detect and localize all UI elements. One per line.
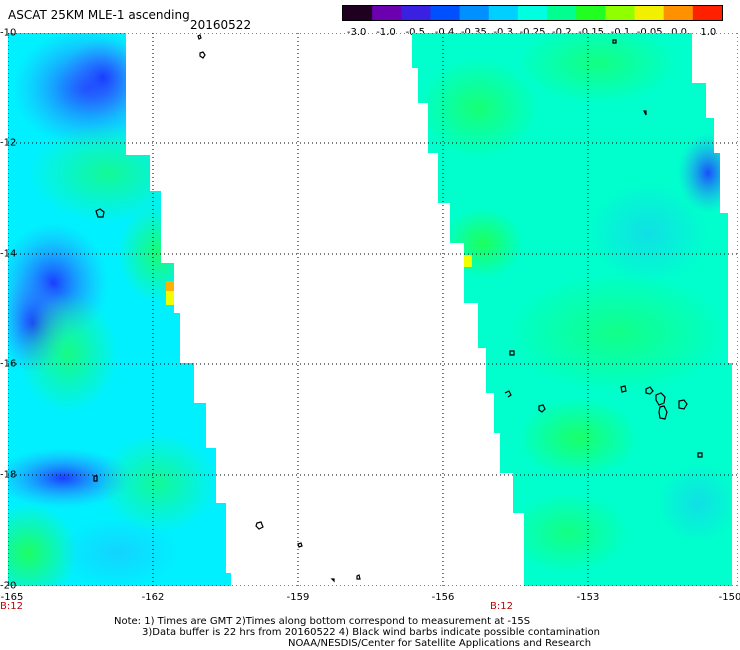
lat-tick-label: -12 xyxy=(0,137,17,149)
colorbar-label: -1.0 xyxy=(376,27,396,38)
island-outlines xyxy=(93,34,703,583)
lat-tick-label: -10 xyxy=(0,27,17,39)
colorbar-segment xyxy=(459,6,490,20)
colorbar-segment xyxy=(576,6,606,20)
colorbar-segment xyxy=(605,6,636,20)
colorbar-label: -0.35 xyxy=(460,27,487,38)
lat-tick-label: -18 xyxy=(0,469,17,481)
colorbar-segment xyxy=(663,6,694,20)
colorbar-segment xyxy=(692,6,722,20)
right-swath xyxy=(412,33,732,586)
lon-tick-label: -162 xyxy=(141,592,165,603)
map-plot xyxy=(8,33,738,586)
time-label-left: B:12 xyxy=(0,601,23,612)
note-line-3: NOAA/NESDIS/Center for Satellite Applica… xyxy=(288,638,592,649)
lon-tick-label: -150 xyxy=(718,592,740,603)
lon-tick-label: -153 xyxy=(576,592,600,603)
colorbar-segment xyxy=(488,6,519,20)
colorbar-segment xyxy=(372,6,402,20)
left-swath xyxy=(8,33,231,586)
colorbar-label: -0.15 xyxy=(578,27,605,38)
lat-tick-label: -14 xyxy=(0,248,17,260)
colorbar-segment xyxy=(517,6,548,20)
colorbar-label: 0.0 xyxy=(671,27,687,38)
colorbar-segment xyxy=(547,6,577,20)
lat-tick-label: -16 xyxy=(0,358,17,370)
note-line-1: Note: 1) Times are GMT 2)Times along bot… xyxy=(114,616,531,627)
time-label-right: B:12 xyxy=(490,601,513,612)
note-line-2: 3)Data buffer is 22 hrs from 20160522 4)… xyxy=(142,627,600,638)
colorbar-segment xyxy=(634,6,665,20)
colorbar-segment xyxy=(430,6,461,20)
grid-lines xyxy=(8,33,738,586)
colorbar-label: -0.05 xyxy=(636,27,663,38)
colorbar-segment xyxy=(343,6,373,20)
colorbar-label: -0.5 xyxy=(405,27,426,38)
colorbar xyxy=(342,5,723,21)
lon-tick-label: -156 xyxy=(431,592,455,603)
chart-title: ASCAT 25KM MLE-1 ascending xyxy=(8,8,190,22)
lon-tick-label: -165 xyxy=(0,592,24,603)
colorbar-label: -0.2 xyxy=(552,27,572,38)
lat-tick-label: -20 xyxy=(0,580,17,592)
colorbar-segment xyxy=(401,6,432,20)
chart-date: 20160522 xyxy=(190,18,252,32)
lon-tick-label: -159 xyxy=(286,592,310,603)
colorbar-label: -0.3 xyxy=(493,27,513,38)
